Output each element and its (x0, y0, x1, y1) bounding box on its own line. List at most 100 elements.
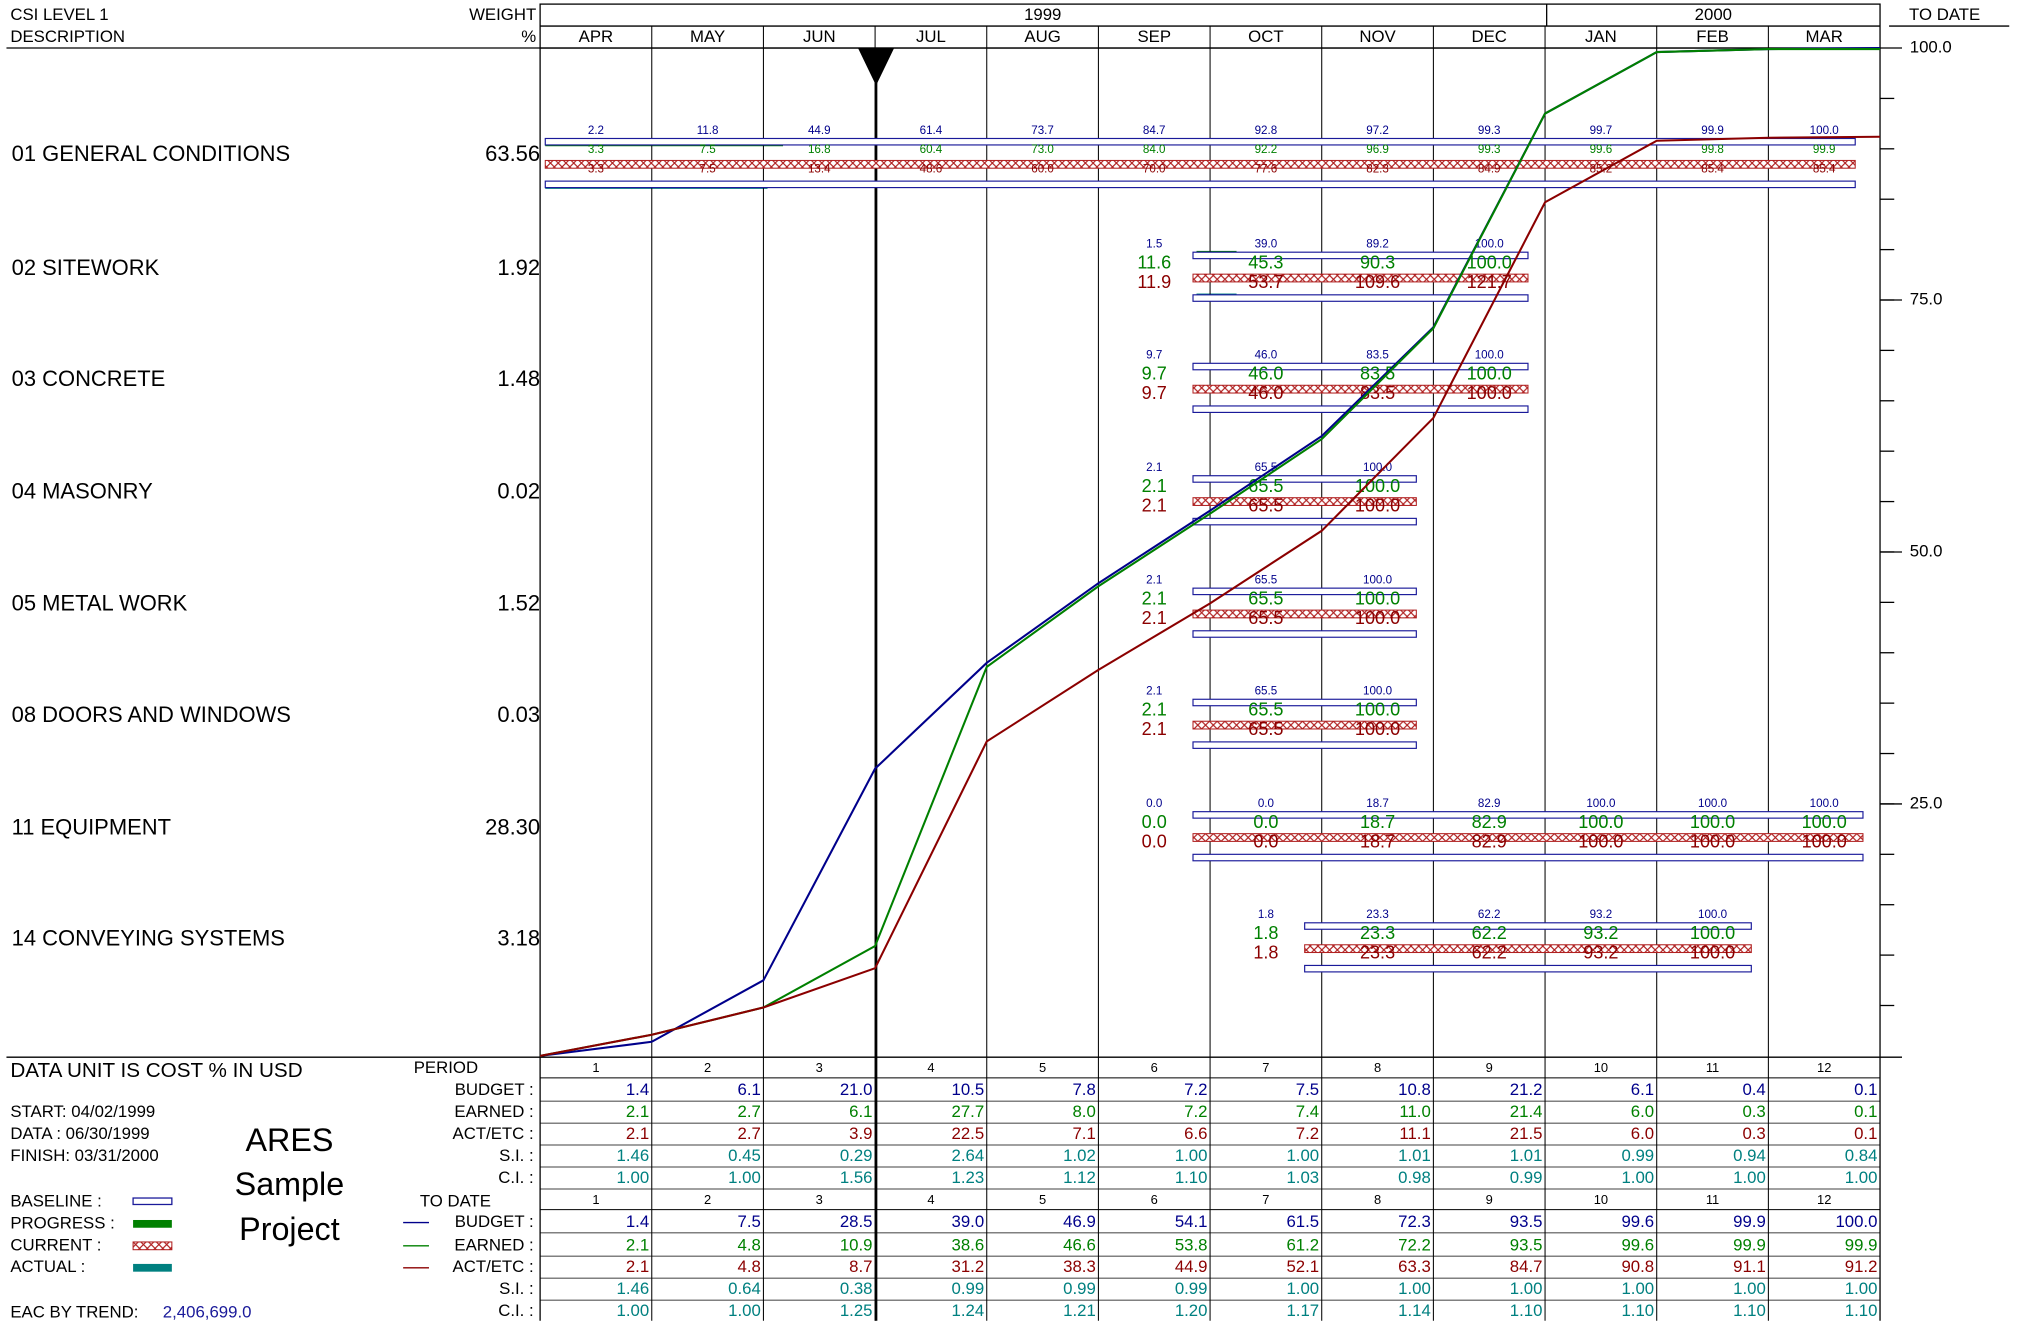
weight-unit: % (521, 27, 536, 46)
cell: 0.99 (1063, 1279, 1096, 1298)
cell: 7.2 (1296, 1124, 1319, 1143)
budget-label: 99.9 (1701, 124, 1724, 137)
baseline-bar (1192, 587, 1417, 596)
current-label: 70.0 (1143, 163, 1166, 176)
cell: 46.6 (1063, 1235, 1096, 1254)
baseline-bar (1192, 294, 1529, 302)
month-label: MAR (1806, 27, 1843, 46)
budget-label: 99.3 (1478, 124, 1501, 137)
earned-label: 18.7 (1360, 812, 1395, 832)
budget-label: 1.8 (1258, 908, 1274, 921)
legend-actual (133, 1263, 172, 1272)
cell: 7.5 (737, 1212, 760, 1231)
earned-label: 83.5 (1360, 364, 1395, 384)
earned-label: 99.9 (1813, 143, 1836, 156)
cell: 1.14 (1398, 1301, 1431, 1320)
current-label: 18.7 (1360, 831, 1395, 851)
current-bar (1192, 720, 1417, 730)
legend-label: ACTUAL : (10, 1257, 85, 1276)
cell: 99.9 (1733, 1212, 1766, 1231)
activity-weight: 3.18 (497, 925, 540, 950)
cell: 8.7 (849, 1257, 872, 1276)
earned-label: 99.8 (1701, 143, 1724, 156)
current-bar (1192, 497, 1417, 506)
budget-label: 93.2 (1590, 908, 1613, 921)
current-label: 85.2 (1590, 163, 1613, 176)
cell: 2.1 (626, 1257, 649, 1276)
month-label: OCT (1248, 27, 1283, 46)
cell: 21.0 (840, 1080, 873, 1099)
current-label: 100.0 (1467, 383, 1512, 403)
budget-label: 100.0 (1363, 573, 1392, 586)
cell: 90.8 (1621, 1257, 1654, 1276)
earned-label: 100.0 (1467, 253, 1512, 273)
period-number: 6 (1151, 1060, 1158, 1075)
cell: 0.3 (1742, 1124, 1765, 1143)
cell: 1.00 (1510, 1279, 1543, 1298)
cell: 91.1 (1733, 1257, 1766, 1276)
current-label: 48.6 (920, 163, 943, 176)
cell: 93.5 (1510, 1235, 1543, 1254)
baseline-bar (544, 137, 1856, 146)
current-label: 100.0 (1690, 943, 1735, 963)
activity-weight: 1.52 (497, 591, 540, 616)
cell: 0.1 (1854, 1124, 1877, 1143)
earned-label: 65.5 (1248, 700, 1283, 720)
current-label: 3.3 (588, 163, 604, 176)
baseline-bar (1192, 853, 1864, 862)
current-label: 100.0 (1355, 719, 1400, 739)
cell: 54.1 (1175, 1212, 1208, 1231)
period-number: 11 (1706, 1192, 1719, 1207)
current-label: 9.7 (1142, 383, 1167, 403)
axis-tick-label: 75.0 (1910, 289, 1943, 308)
cell: 61.2 (1286, 1235, 1319, 1254)
current-label: 109.6 (1355, 272, 1400, 292)
cell: 46.9 (1063, 1212, 1096, 1231)
budget-label: 0.0 (1146, 797, 1162, 810)
cell: 1.20 (1175, 1301, 1208, 1320)
cell: 0.3 (1742, 1102, 1765, 1121)
cell: 1.17 (1286, 1301, 1319, 1320)
current-label: 62.2 (1472, 943, 1507, 963)
curve (651, 135, 1881, 1036)
budget-label: 100.0 (1363, 461, 1392, 474)
budget-label: 61.4 (920, 124, 943, 137)
axis-tick-label: 100.0 (1910, 37, 1952, 56)
earned-label: 1.8 (1253, 923, 1278, 943)
current-label: 100.0 (1355, 608, 1400, 628)
baseline-bar (1304, 922, 1752, 930)
earned-label: 99.3 (1478, 143, 1501, 156)
budget-label: 9.7 (1146, 349, 1162, 362)
period-number: 7 (1262, 1192, 1269, 1207)
cell: 1.00 (728, 1301, 761, 1320)
cell: 7.8 (1072, 1080, 1095, 1099)
earned-label: 11.6 (1137, 253, 1171, 273)
current-bar (544, 159, 1856, 169)
left-subtitle: DESCRIPTION (10, 27, 125, 46)
baseline-bar (1192, 405, 1529, 413)
current-label: 53.7 (1248, 272, 1283, 292)
current-label: 85.4 (1701, 163, 1724, 176)
period-number: 4 (927, 1192, 934, 1207)
data-date: DATA : 06/30/1999 (10, 1124, 149, 1143)
activity-weight: 0.02 (497, 478, 540, 503)
budget-label: 99.7 (1590, 124, 1613, 137)
earned-label: 73.0 (1031, 143, 1054, 156)
cell: 6.1 (849, 1102, 872, 1121)
cell: 1.00 (1175, 1146, 1208, 1165)
earned-label: 2.1 (1142, 700, 1167, 720)
month-label: JAN (1585, 27, 1617, 46)
cell: 2.1 (626, 1235, 649, 1254)
budget-label: 23.3 (1366, 908, 1389, 921)
baseline-bar (1304, 964, 1752, 973)
budget-label: 100.0 (1698, 797, 1727, 810)
current-label: 13.4 (808, 163, 831, 176)
cell: 6.1 (1631, 1080, 1654, 1099)
budget-label: 100.0 (1363, 685, 1392, 698)
budget-label: 11.8 (697, 124, 719, 137)
current-label: 82.9 (1472, 831, 1507, 851)
current-label: 65.5 (1248, 719, 1283, 739)
cell: 99.6 (1621, 1235, 1654, 1254)
current-label: 2.1 (1142, 719, 1167, 739)
month-label: SEP (1137, 27, 1171, 46)
